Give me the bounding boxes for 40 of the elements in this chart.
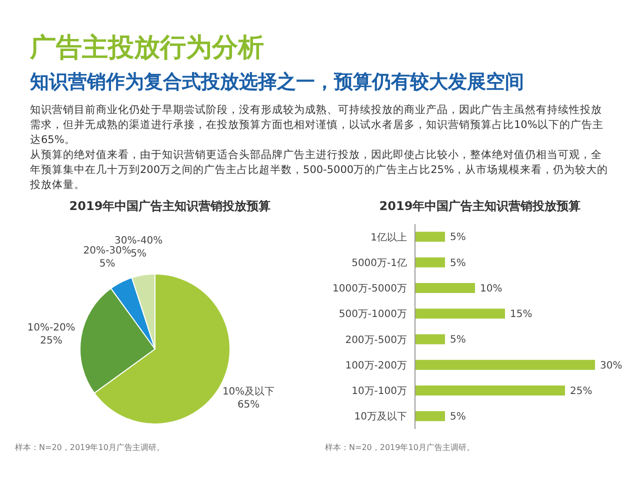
bar <box>415 257 445 268</box>
text: 样本：N=20，2019年10月广告主调研。 <box>325 442 476 453</box>
text: 从预算的绝对值来看，由于知识营销更适合头部品牌广告主进行投放，因此即使占比较小，整体绝对值仍相当可观，全年预算集中在几十万到200万之间的广告主占比超半数，500-5000万的广告主占比25%，从市场规模来看，仍为较大的投放体量。 <box>30 148 609 193</box>
bar <box>415 411 445 422</box>
y-tick-label: 1000万-5000万 <box>332 284 407 295</box>
y-tick-label: 100万-200万 <box>345 360 407 372</box>
data-label: 65% <box>237 400 260 411</box>
chart-title: 2019年中国广告主知识营销投放预算 <box>68 198 272 215</box>
bar <box>415 334 445 344</box>
data-label: 25% <box>40 336 62 347</box>
data-label: 5% <box>130 248 147 260</box>
data-label: 10% <box>480 283 502 294</box>
data-label: 5% <box>450 232 466 244</box>
bar <box>415 360 595 370</box>
bar <box>415 385 565 396</box>
y-tick-label: 10万及以下 <box>354 410 407 423</box>
chart-title: 2019年中国广告主知识营销投放预算 <box>378 198 582 215</box>
slice-label: 20%-30% <box>83 245 132 256</box>
data-label: 5% <box>99 258 116 270</box>
text: 知识营销目前商业化仍处于早期尝试阶段，没有形成较为成熟、可持续投放的商业产品，因此广告主虽然有持续性投放需求，但并无成熟的渠道进行承接，在投放预算方面也相对谨慎，以试水者居多，知识营销预算占比10%以下的广告主达65%。 <box>30 103 604 148</box>
text: 样本：N=20，2019年10月广告主调研。 <box>15 442 166 453</box>
bar <box>415 308 505 319</box>
slice-label: 10%及以下 <box>222 386 275 398</box>
y-tick-label: 500万-1000万 <box>338 309 407 320</box>
y-tick-label: 10万-100万 <box>352 386 407 398</box>
text: 知识营销作为复合式投放选择之一，预算仍有较大发展空间 <box>30 70 525 95</box>
data-label: 5% <box>450 334 466 346</box>
data-label: 5% <box>450 412 466 423</box>
data-label: 15% <box>510 309 532 320</box>
slice-label: 10%-20% <box>27 322 76 334</box>
data-label: 30% <box>600 360 622 372</box>
bar <box>415 232 445 242</box>
text: 广告主投放行为分析 <box>30 32 265 65</box>
bar <box>415 282 475 293</box>
y-tick-label: 1亿以上 <box>370 231 407 244</box>
y-tick-label: 200万-500万 <box>345 334 407 346</box>
data-label: 5% <box>450 258 466 269</box>
slice-label: 30%-40% <box>114 235 163 246</box>
data-label: 25% <box>570 386 592 397</box>
y-tick-label: 5000万-1亿 <box>352 258 407 269</box>
